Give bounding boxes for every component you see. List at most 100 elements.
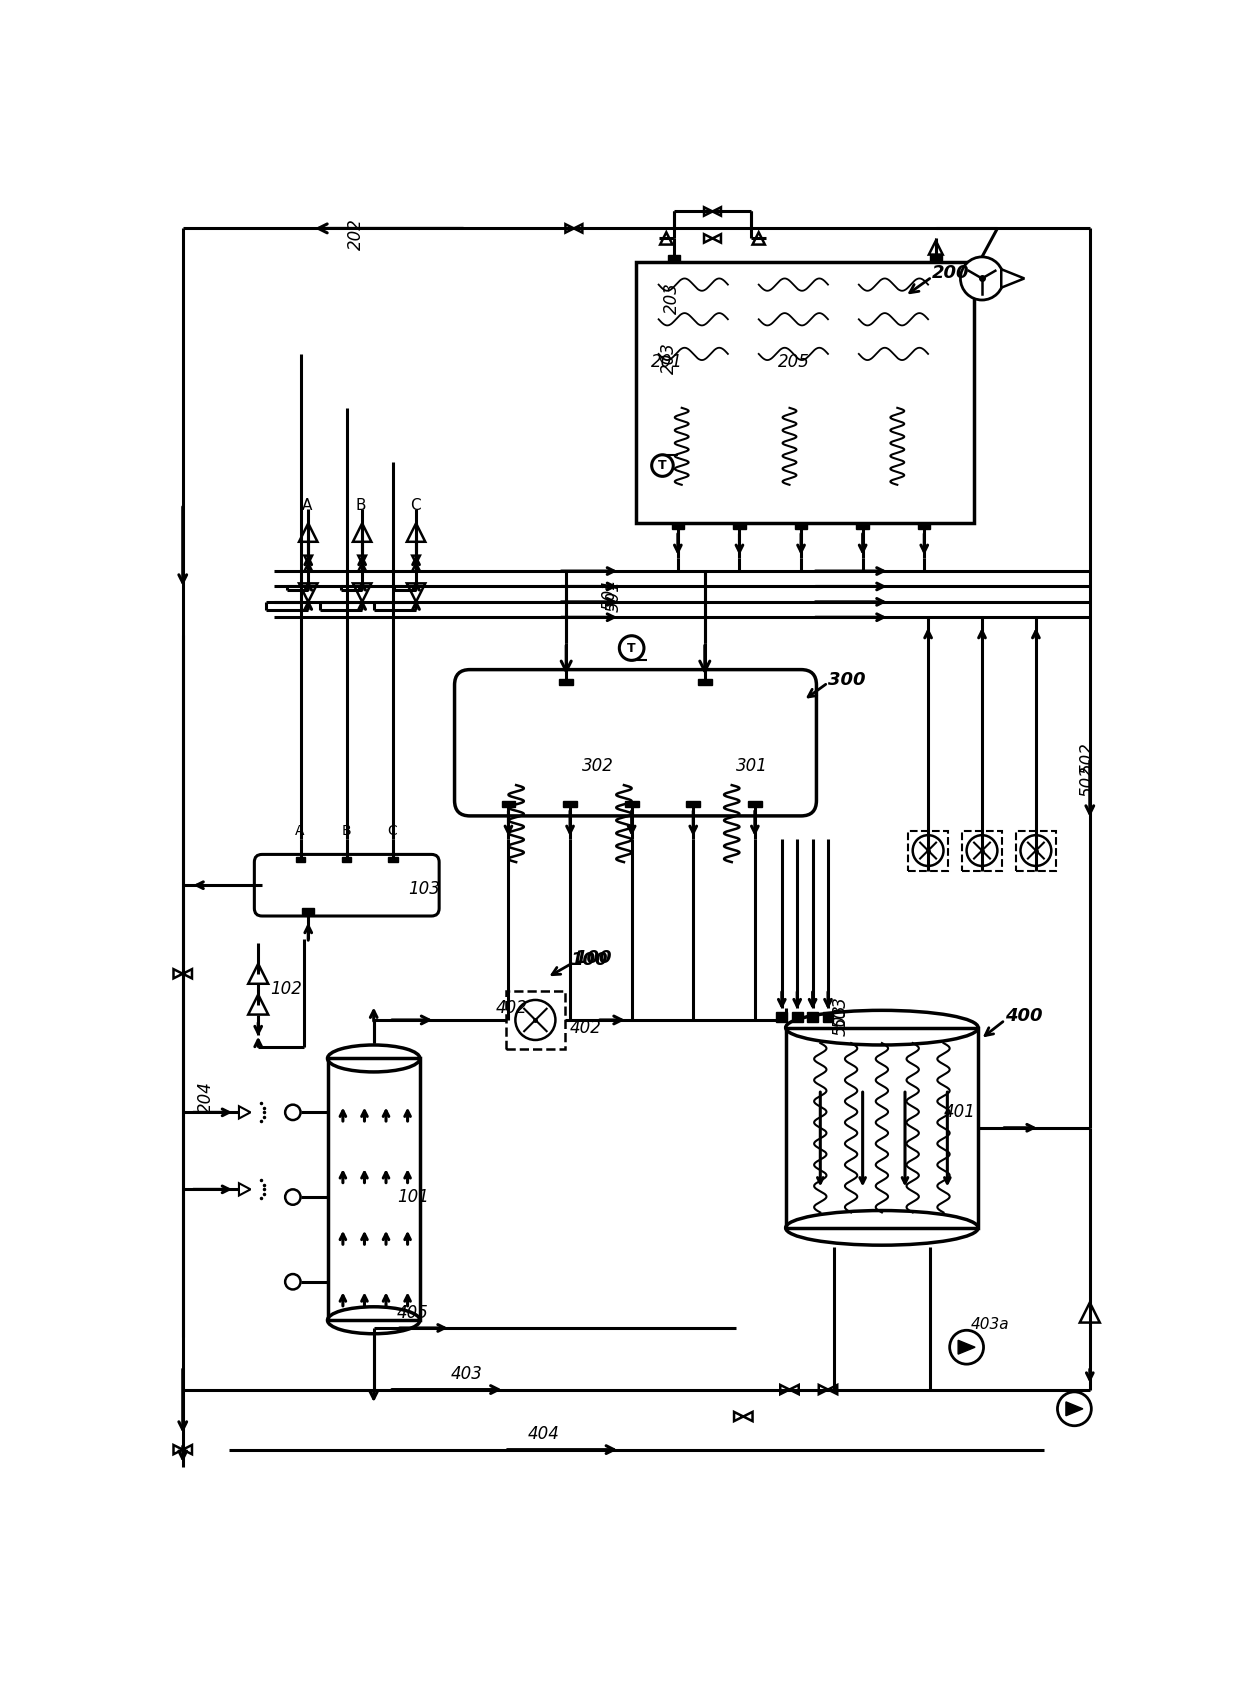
Polygon shape (358, 555, 366, 571)
Polygon shape (660, 233, 672, 245)
Bar (857, 523, 869, 530)
Bar (563, 800, 577, 807)
Bar (776, 1012, 787, 1022)
Circle shape (1058, 1392, 1091, 1426)
Bar (625, 800, 639, 807)
Text: 403a: 403a (971, 1316, 1009, 1331)
Polygon shape (412, 555, 420, 571)
Circle shape (1021, 835, 1052, 866)
Text: T: T (658, 458, 667, 472)
Polygon shape (959, 1340, 975, 1353)
Text: C: C (388, 824, 397, 839)
Polygon shape (565, 224, 583, 233)
Polygon shape (753, 233, 765, 245)
Text: 203: 203 (660, 341, 678, 374)
Text: 402: 402 (570, 1019, 601, 1037)
Polygon shape (818, 1386, 837, 1394)
Text: 200: 200 (932, 265, 970, 282)
FancyBboxPatch shape (455, 669, 816, 817)
Bar (686, 800, 701, 807)
Text: 403: 403 (450, 1365, 482, 1384)
Text: 502: 502 (1079, 766, 1096, 796)
Text: 103: 103 (408, 880, 440, 898)
Text: T: T (627, 642, 636, 654)
Bar (296, 857, 305, 863)
Text: 301: 301 (735, 757, 768, 774)
Text: 405: 405 (397, 1304, 429, 1321)
Bar (698, 679, 712, 684)
Text: 404: 404 (528, 1425, 559, 1443)
Circle shape (652, 455, 673, 477)
Bar (388, 857, 398, 863)
Polygon shape (353, 584, 372, 601)
Text: 400: 400 (1006, 1007, 1043, 1026)
Circle shape (285, 1189, 300, 1206)
Text: 503: 503 (832, 997, 849, 1029)
Polygon shape (407, 523, 425, 542)
Polygon shape (248, 995, 268, 1015)
Text: 205: 205 (777, 353, 810, 370)
Bar (748, 800, 761, 807)
Circle shape (913, 835, 944, 866)
FancyBboxPatch shape (254, 854, 439, 915)
Bar (795, 523, 807, 530)
Polygon shape (239, 1105, 250, 1119)
Polygon shape (299, 584, 317, 601)
Polygon shape (734, 1413, 753, 1421)
Text: 203: 203 (662, 282, 681, 314)
Bar (962, 830, 1002, 871)
Polygon shape (704, 234, 720, 243)
Bar (327, 1058, 420, 1321)
Text: B: B (341, 824, 351, 839)
Polygon shape (1080, 1302, 1100, 1323)
Text: 502: 502 (1079, 742, 1096, 774)
Polygon shape (1066, 1403, 1083, 1416)
Bar (342, 857, 351, 863)
Circle shape (967, 835, 997, 866)
Text: 401: 401 (944, 1104, 976, 1121)
Polygon shape (174, 1445, 192, 1453)
Polygon shape (299, 523, 317, 542)
Bar (822, 1012, 833, 1022)
Text: 501: 501 (601, 579, 619, 610)
Text: 501: 501 (605, 581, 622, 613)
Text: 300: 300 (828, 671, 866, 689)
Bar (672, 523, 684, 530)
Text: 100: 100 (570, 951, 608, 970)
Circle shape (950, 1330, 983, 1363)
Polygon shape (174, 970, 192, 978)
Bar (501, 800, 516, 807)
Text: 204: 204 (197, 1082, 215, 1112)
Polygon shape (248, 964, 268, 983)
Polygon shape (704, 207, 720, 216)
Text: 302: 302 (582, 757, 614, 774)
Bar (918, 523, 930, 530)
Circle shape (961, 256, 1003, 301)
Bar (908, 830, 949, 871)
Circle shape (619, 635, 644, 661)
Polygon shape (780, 1386, 799, 1394)
Polygon shape (353, 523, 372, 542)
Polygon shape (929, 241, 942, 255)
Bar (807, 1012, 818, 1022)
Text: 101: 101 (397, 1189, 429, 1206)
Polygon shape (407, 584, 425, 601)
Polygon shape (304, 555, 312, 571)
Text: C: C (410, 498, 420, 513)
Text: 402: 402 (495, 1000, 527, 1017)
Text: 100: 100 (574, 949, 611, 968)
Bar (930, 255, 942, 261)
Bar (506, 990, 564, 1049)
Text: B: B (356, 498, 367, 513)
Bar (786, 1027, 978, 1228)
Circle shape (285, 1105, 300, 1121)
Circle shape (285, 1274, 300, 1289)
Bar (635, 261, 975, 523)
Bar (559, 679, 573, 684)
Text: A: A (303, 498, 312, 513)
Bar (668, 255, 681, 261)
Bar (1016, 830, 1056, 871)
Text: 201: 201 (651, 353, 683, 370)
Bar (792, 1012, 802, 1022)
Text: 503: 503 (832, 1004, 849, 1036)
